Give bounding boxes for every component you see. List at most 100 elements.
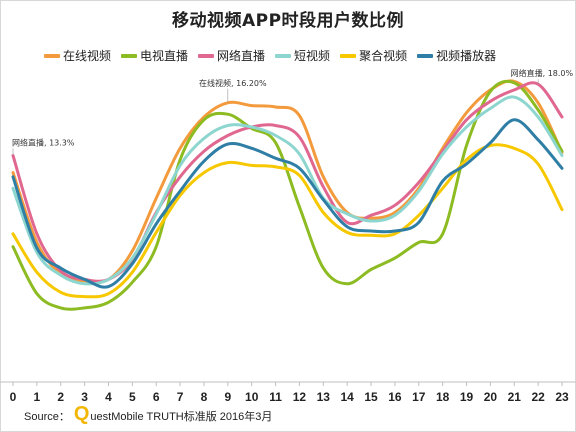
data-point-series-3 xyxy=(561,154,563,156)
data-point-series-2 xyxy=(274,124,276,126)
questmobile-logo-q: Q xyxy=(73,403,90,425)
x-tick-label: 21 xyxy=(508,390,522,404)
data-point-series-3 xyxy=(441,153,443,155)
legend-label: 电视直播 xyxy=(140,49,189,63)
data-point-series-2 xyxy=(418,181,420,183)
data-point-series-3 xyxy=(107,278,109,280)
data-point-series-5 xyxy=(489,141,491,143)
data-point-series-5 xyxy=(60,267,62,269)
data-point-series-1 xyxy=(346,283,348,285)
x-tick-label: 22 xyxy=(531,390,545,404)
data-point-series-4 xyxy=(107,293,109,295)
legend-item: 在线视频 xyxy=(44,47,111,64)
data-point-series-4 xyxy=(370,234,372,236)
data-point-series-1 xyxy=(131,281,133,283)
data-point-series-3 xyxy=(513,96,515,98)
data-point-series-4 xyxy=(298,174,300,176)
data-point-series-2 xyxy=(465,119,467,121)
data-point-series-1 xyxy=(179,159,181,161)
data-point-series-5 xyxy=(203,160,205,162)
legend-item: 聚合视频 xyxy=(340,47,407,64)
chart-legend: 在线视频 电视直播 网络直播 短视频 聚合视频 视频播放器 xyxy=(44,47,496,64)
data-point-series-1 xyxy=(489,90,491,92)
data-point-series-3 xyxy=(12,187,14,189)
data-point-series-5 xyxy=(322,198,324,200)
data-point-series-0 xyxy=(155,197,157,199)
x-tick-label: 14 xyxy=(340,390,354,404)
data-point-series-1 xyxy=(60,307,62,309)
x-tick-label: 2 xyxy=(57,390,64,404)
data-point-series-2 xyxy=(227,134,229,136)
data-point-series-5 xyxy=(83,278,85,280)
legend-swatch xyxy=(417,53,434,58)
x-tick-label: 15 xyxy=(364,390,378,404)
data-point-series-5 xyxy=(537,139,539,141)
data-point-series-2 xyxy=(179,176,181,178)
data-point-series-0 xyxy=(12,171,14,173)
data-point-series-4 xyxy=(274,166,276,168)
data-point-series-1 xyxy=(155,245,157,247)
data-point-series-4 xyxy=(36,271,38,273)
data-point-series-2 xyxy=(36,233,38,235)
data-point-series-0 xyxy=(131,250,133,252)
data-point-series-4 xyxy=(250,164,252,166)
data-point-series-5 xyxy=(370,230,372,232)
data-point-series-2 xyxy=(513,89,515,91)
legend-swatch xyxy=(340,53,357,58)
source-note: Source： Q uestMobile TRUTH标准版 2016年3月 xyxy=(24,403,272,425)
data-point-series-5 xyxy=(418,221,420,223)
data-point-series-0 xyxy=(250,104,252,106)
data-point-series-1 xyxy=(83,307,85,309)
data-point-series-5 xyxy=(179,190,181,192)
data-point-series-5 xyxy=(107,285,109,287)
data-point-series-4 xyxy=(155,231,157,233)
data-point-series-1 xyxy=(298,206,300,208)
annotation-label: 在线视频, 16.20% xyxy=(199,78,267,88)
x-tick-label: 3 xyxy=(81,390,88,404)
data-point-series-1 xyxy=(203,119,205,121)
data-point-series-3 xyxy=(131,257,133,259)
x-tick-label: 1 xyxy=(34,390,41,404)
data-point-series-3 xyxy=(274,134,276,136)
data-point-series-2 xyxy=(346,221,348,223)
data-point-series-4 xyxy=(513,147,515,149)
annotation-label: 网络直播, 18.0% xyxy=(511,68,574,78)
data-point-series-4 xyxy=(418,214,420,216)
x-tick-label: 7 xyxy=(177,390,184,404)
data-point-series-3 xyxy=(250,126,252,128)
legend-label: 视频播放器 xyxy=(436,49,497,63)
data-point-series-5 xyxy=(394,230,396,232)
data-point-series-3 xyxy=(155,213,157,215)
data-point-series-5 xyxy=(36,247,38,249)
data-point-series-1 xyxy=(227,113,229,115)
data-point-series-0 xyxy=(298,114,300,116)
data-point-series-3 xyxy=(346,213,348,215)
series-line-1 xyxy=(11,79,564,311)
data-point-series-5 xyxy=(155,223,157,225)
data-point-series-0 xyxy=(465,112,467,114)
legend-item: 视频播放器 xyxy=(417,47,496,64)
x-tick-label: 5 xyxy=(129,390,136,404)
legend-swatch xyxy=(275,53,292,58)
legend-swatch xyxy=(44,53,60,58)
data-point-series-4 xyxy=(131,271,133,273)
series-line-3 xyxy=(11,95,564,286)
chart-title: 移动视频APP时段用户数比例 xyxy=(171,11,405,31)
x-tick-label: 23 xyxy=(555,390,569,404)
legend-item: 短视频 xyxy=(275,47,330,64)
data-point-series-3 xyxy=(465,126,467,128)
data-point-series-4 xyxy=(346,231,348,233)
legend-item: 电视直播 xyxy=(121,47,188,64)
data-point-series-4 xyxy=(60,291,62,293)
x-tick-label: 6 xyxy=(153,390,160,404)
legend-label: 短视频 xyxy=(294,49,331,63)
x-tick-label: 11 xyxy=(269,390,282,404)
data-point-series-0 xyxy=(370,217,372,219)
data-point-series-2 xyxy=(322,186,324,188)
data-point-series-4 xyxy=(394,233,396,235)
data-point-series-5 xyxy=(298,167,300,169)
data-point-series-3 xyxy=(298,153,300,155)
data-point-series-2 xyxy=(203,150,205,152)
x-tick-label: 13 xyxy=(317,390,331,404)
